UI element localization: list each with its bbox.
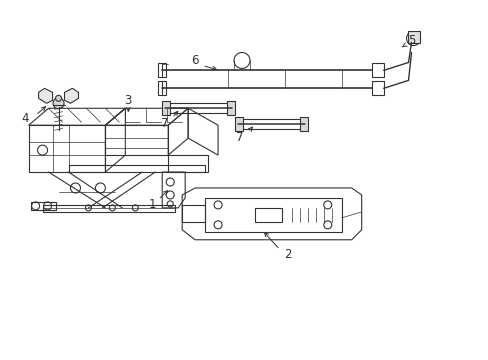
Text: 7: 7 — [236, 131, 243, 144]
Polygon shape — [39, 88, 52, 103]
Text: 2: 2 — [284, 248, 291, 261]
Circle shape — [56, 95, 61, 101]
Text: 6: 6 — [191, 54, 199, 67]
Polygon shape — [64, 88, 78, 103]
Polygon shape — [235, 117, 243, 131]
Text: 5: 5 — [407, 34, 414, 47]
Polygon shape — [226, 101, 235, 115]
Text: 3: 3 — [124, 94, 132, 107]
Circle shape — [53, 98, 64, 109]
Text: 1: 1 — [148, 198, 156, 211]
Text: 7: 7 — [161, 117, 169, 130]
Text: 4: 4 — [22, 112, 29, 125]
Polygon shape — [407, 31, 419, 42]
Polygon shape — [162, 101, 170, 115]
Polygon shape — [299, 117, 307, 131]
